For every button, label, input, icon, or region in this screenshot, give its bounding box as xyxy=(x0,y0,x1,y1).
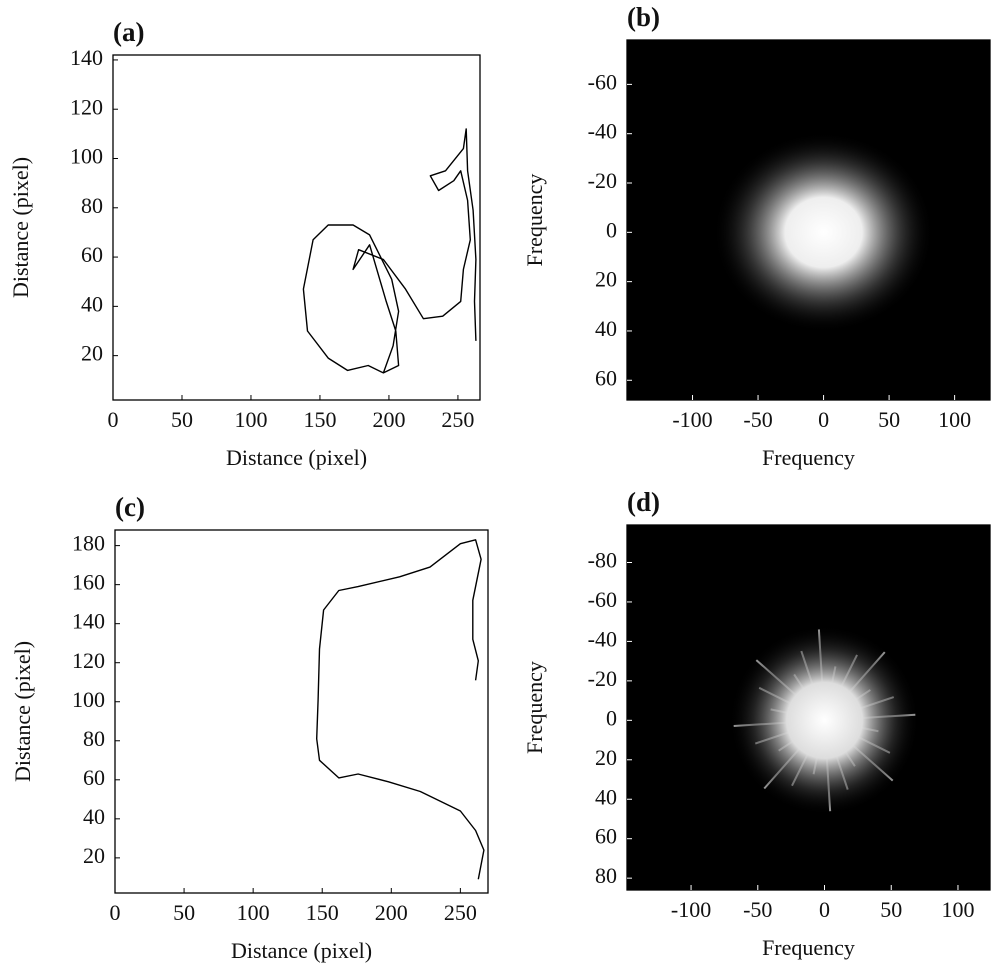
y-tick-label: 40 xyxy=(595,316,617,341)
panel-label: (a) xyxy=(113,17,144,47)
axes-frame xyxy=(114,529,489,894)
y-axis-label: Distance (pixel) xyxy=(8,157,33,298)
y-tick-label: -40 xyxy=(588,119,617,144)
x-axis-label: Distance (pixel) xyxy=(226,445,367,470)
x-tick-label: -50 xyxy=(743,407,772,432)
x-tick-label: 0 xyxy=(108,407,119,432)
x-tick-label: 50 xyxy=(880,897,902,922)
y-tick-label: 20 xyxy=(81,341,103,366)
y-tick-label: -60 xyxy=(588,69,617,94)
panel-label: (b) xyxy=(627,2,660,32)
axes-frame xyxy=(112,54,481,401)
y-tick-label: 60 xyxy=(595,365,617,390)
x-tick-label: 100 xyxy=(941,897,974,922)
trajectory xyxy=(316,539,485,880)
x-tick-label: -50 xyxy=(743,897,772,922)
panel-label: (d) xyxy=(627,487,660,517)
x-tick-label: 50 xyxy=(878,407,900,432)
y-tick-label: -20 xyxy=(588,168,617,193)
y-tick-label: 120 xyxy=(70,94,103,119)
x-tick-label: 50 xyxy=(173,900,195,925)
x-tick-label: 0 xyxy=(110,900,121,925)
y-tick-label: 20 xyxy=(595,267,617,292)
y-tick-label: 40 xyxy=(595,784,617,809)
x-tick-label: 250 xyxy=(441,407,474,432)
y-tick-label: 160 xyxy=(72,570,105,595)
x-axis-label: Distance (pixel) xyxy=(231,938,372,963)
y-tick-label: 0 xyxy=(606,217,617,242)
y-tick-label: 20 xyxy=(83,843,105,868)
y-tick-label: 80 xyxy=(83,726,105,751)
axes-frame xyxy=(626,39,991,401)
x-tick-label: 200 xyxy=(375,900,408,925)
y-tick-label: 60 xyxy=(81,242,103,267)
x-tick-label: 100 xyxy=(938,407,971,432)
y-tick-label: -60 xyxy=(588,587,617,612)
y-tick-label: 60 xyxy=(83,765,105,790)
x-tick-label: 100 xyxy=(237,900,270,925)
y-tick-label: 80 xyxy=(81,193,103,218)
y-tick-label: 100 xyxy=(70,144,103,169)
x-tick-label: 100 xyxy=(234,407,267,432)
spectrum-glow xyxy=(713,132,934,333)
x-tick-label: 0 xyxy=(818,407,829,432)
x-tick-label: -100 xyxy=(672,407,712,432)
x-tick-label: 200 xyxy=(372,407,405,432)
trajectory xyxy=(302,128,477,374)
x-axis-label: Frequency xyxy=(762,445,855,470)
x-tick-label: 250 xyxy=(444,900,477,925)
x-tick-label: 150 xyxy=(306,900,339,925)
y-tick-label: 40 xyxy=(81,291,103,316)
y-tick-label: 0 xyxy=(606,705,617,730)
x-tick-label: -100 xyxy=(671,897,711,922)
x-tick-label: 50 xyxy=(171,407,193,432)
spectrum-glow xyxy=(729,625,920,816)
x-tick-label: 0 xyxy=(819,897,830,922)
y-tick-label: 40 xyxy=(83,804,105,829)
y-tick-label: -80 xyxy=(588,548,617,573)
x-axis-label: Frequency xyxy=(762,935,855,960)
y-axis-label: Frequency xyxy=(522,174,547,267)
y-tick-label: 180 xyxy=(72,531,105,556)
y-tick-label: 20 xyxy=(595,745,617,770)
x-tick-label: 150 xyxy=(303,407,336,432)
y-axis-label: Distance (pixel) xyxy=(10,641,35,782)
y-tick-label: 140 xyxy=(70,45,103,70)
y-tick-label: 140 xyxy=(72,609,105,634)
panel-label: (c) xyxy=(115,492,145,522)
axes-frame xyxy=(626,524,991,891)
y-tick-label: 120 xyxy=(72,648,105,673)
y-tick-label: 60 xyxy=(595,824,617,849)
y-tick-label: -20 xyxy=(588,666,617,691)
y-axis-label: Frequency xyxy=(522,661,547,754)
y-tick-label: 80 xyxy=(595,863,617,888)
y-tick-label: -40 xyxy=(588,626,617,651)
y-tick-label: 100 xyxy=(72,687,105,712)
